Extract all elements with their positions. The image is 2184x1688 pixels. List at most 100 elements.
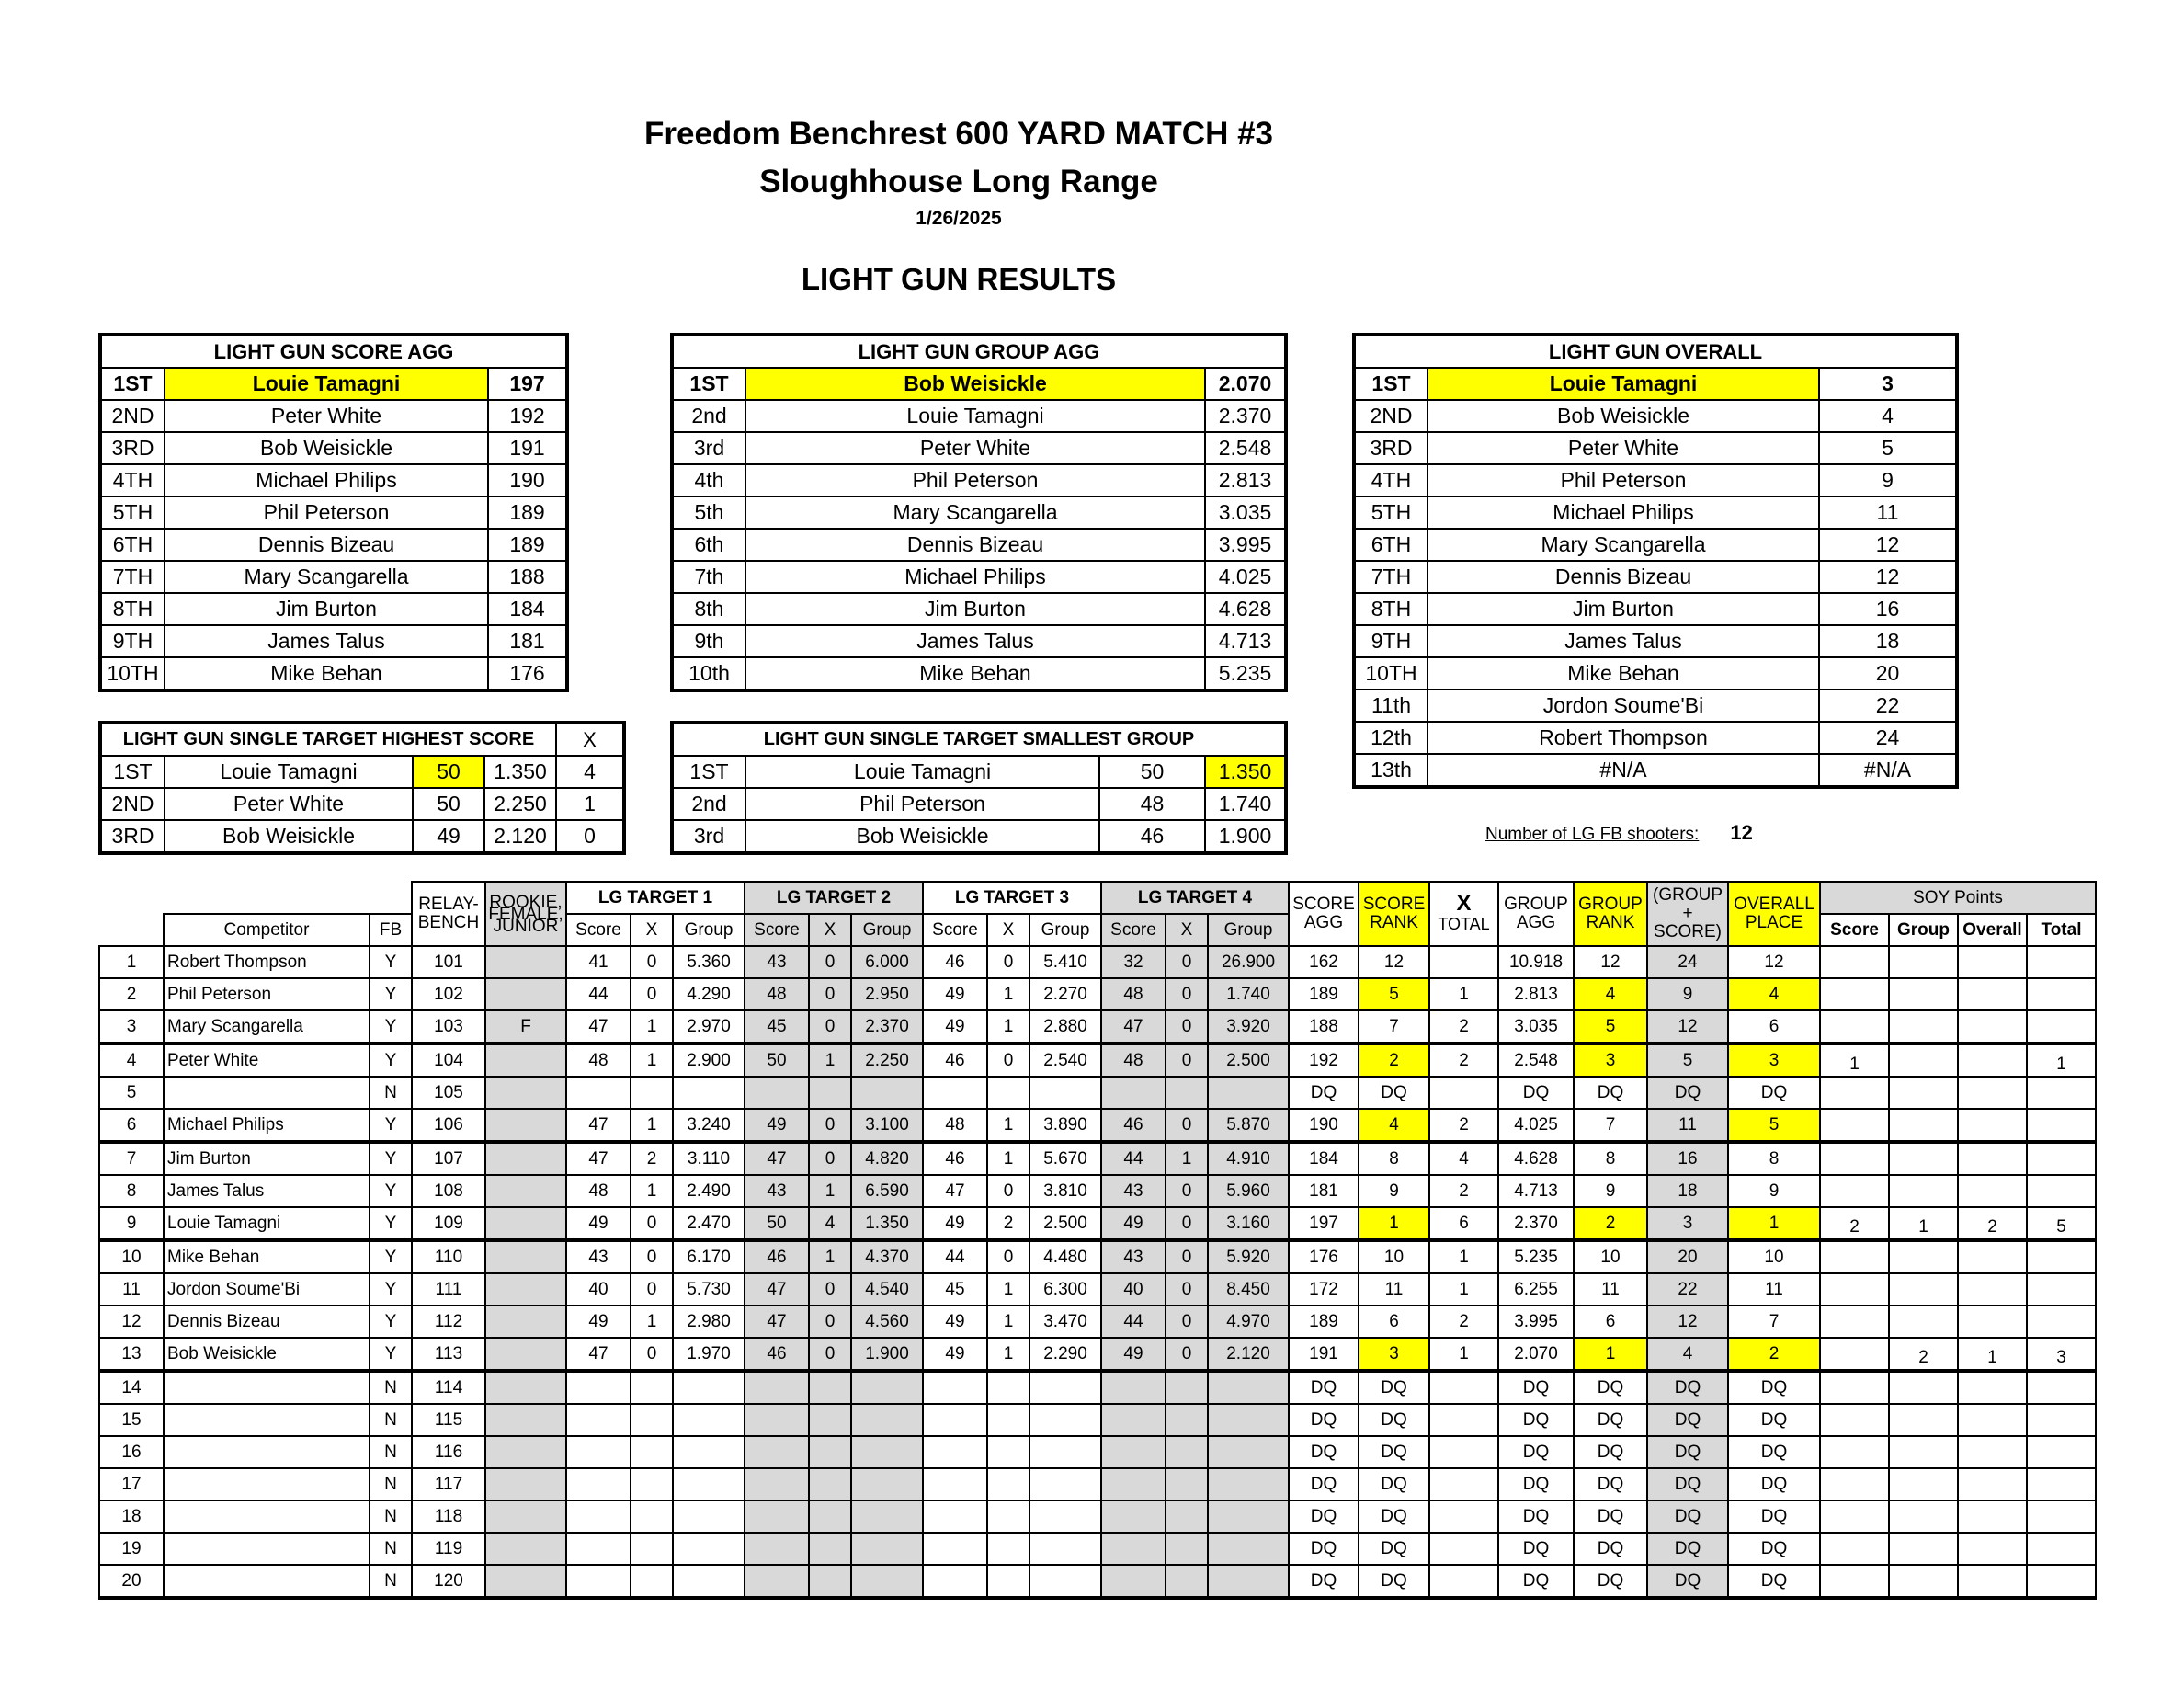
results-cell <box>1819 945 1890 979</box>
results-cell: 1 <box>986 1141 1030 1176</box>
table-row: 19 N 119 DQ DQ DQ DQ DQ DQ <box>98 1532 2097 1566</box>
results-cell: 43 <box>565 1239 631 1274</box>
results-cell: 4 <box>1358 1108 1430 1144</box>
score-agg-cell: 181 <box>487 624 568 658</box>
results-cell: 44 <box>1100 1141 1166 1176</box>
results-cell: Bob Weisickle <box>163 1337 370 1373</box>
overall-cell: Dennis Bizeau <box>1427 560 1820 594</box>
results-cell <box>630 1467 674 1501</box>
results-cell: 2 <box>1727 1337 1821 1373</box>
results-cell: 48 <box>565 1174 631 1208</box>
overall-row: 8TH Jim Burton 16 <box>1353 592 1958 626</box>
results-cell <box>1029 1435 1102 1469</box>
results-cell: 48 <box>565 1043 631 1078</box>
results-cell: 116 <box>411 1435 486 1469</box>
results-cell: DQ <box>1573 1467 1648 1501</box>
results-cell: 2 <box>1358 1043 1430 1078</box>
single-high-row: 2ND Peter White 50 2.250 1 <box>99 787 625 821</box>
score-agg-cell: Bob Weisickle <box>164 431 489 465</box>
results-cell: 2.070 <box>1497 1337 1575 1373</box>
results-cell: 2 <box>986 1206 1030 1242</box>
results-cell: 1.350 <box>850 1206 924 1242</box>
results-cell: 0 <box>1165 1239 1209 1274</box>
group-agg-row: 6th Dennis Bizeau 3.995 <box>671 528 1287 562</box>
results-cell: DQ <box>1497 1500 1575 1534</box>
overall-cell: Michael Philips <box>1427 496 1820 530</box>
single-small-cell: 2nd <box>671 787 746 821</box>
results-cell: N <box>369 1500 413 1534</box>
results-cell: DQ <box>1497 1403 1575 1437</box>
single-small-cell: Phil Peterson <box>745 787 1100 821</box>
table-row: 2 Phil Peterson Y 102 44 0 4.290 48 0 2.950 49 1 2.2… <box>98 977 2097 1011</box>
results-cell: 26.900 <box>1207 945 1290 979</box>
results-cell: 0 <box>1165 1337 1209 1373</box>
results-cell: 113 <box>411 1337 486 1373</box>
results-cell: DQ <box>1646 1532 1729 1566</box>
overall-cell: 20 <box>1818 656 1958 690</box>
results-cell: DQ <box>1646 1435 1729 1469</box>
single-high-title: LIGHT GUN SINGLE TARGET HIGHEST SCORE <box>99 722 557 757</box>
overall-row: 7TH Dennis Bizeau 12 <box>1353 560 1958 594</box>
table-row: 9 Louie Tamagni Y 109 49 0 2.470 50 4 1.350 49 2 2.5… <box>98 1206 2097 1242</box>
results-cell <box>630 1532 674 1566</box>
results-cell <box>744 1467 810 1501</box>
results-cell <box>2026 1370 2097 1405</box>
results-cell <box>1100 1500 1166 1534</box>
group-agg-cell: 2.070 <box>1204 367 1287 401</box>
results-cell <box>565 1532 631 1566</box>
results-cell <box>986 1435 1030 1469</box>
table-row: 1 Robert Thompson Y 101 41 0 5.360 43 0 6.000 46 0 5… <box>98 945 2097 979</box>
single-high-row: 3RD Bob Weisickle 49 2.120 0 <box>99 819 625 854</box>
results-cell <box>163 1076 370 1110</box>
results-cell <box>1957 1532 2028 1566</box>
results-cell <box>1957 1370 2028 1405</box>
target-2-header: LG TARGET 2 <box>744 881 924 915</box>
results-cell <box>484 1305 567 1339</box>
results-cell: 7 <box>1727 1305 1821 1339</box>
score-agg-cell: 192 <box>487 399 568 433</box>
group-agg-row: 3rd Peter White 2.548 <box>671 431 1287 465</box>
results-cell: 4.480 <box>1029 1239 1102 1274</box>
single-high-cell: 0 <box>555 819 625 854</box>
results-cell: 47 <box>744 1305 810 1339</box>
results-cell: 1 <box>630 1174 674 1208</box>
results-cell <box>484 977 567 1011</box>
single-small-table: LIGHT GUN SINGLE TARGET SMALLEST GROUP 1… <box>670 721 1288 855</box>
results-cell: 4.970 <box>1207 1305 1290 1339</box>
results-cell: 105 <box>411 1076 486 1110</box>
results-cell: 5 <box>1573 1009 1648 1045</box>
results-cell: 6.590 <box>850 1174 924 1208</box>
results-cell <box>672 1403 745 1437</box>
table-row: 8 James Talus Y 108 48 1 2.490 43 1 6.590 47 0 3.810… <box>98 1174 2097 1208</box>
results-cell: 0 <box>630 945 674 979</box>
results-cell <box>2026 1141 2097 1176</box>
results-cell <box>744 1370 810 1405</box>
single-high-cell: 1ST <box>99 755 165 789</box>
group-agg-cell: Bob Weisickle <box>745 367 1206 401</box>
results-cell <box>1888 1500 1959 1534</box>
results-cell <box>1819 1337 1890 1373</box>
results-cell: 3 <box>1727 1043 1821 1078</box>
results-cell <box>484 945 567 979</box>
results-cell: 0 <box>1165 945 1209 979</box>
group-agg-cell: 5th <box>671 496 746 530</box>
results-cell: 4 <box>808 1206 852 1242</box>
overall-cell: 18 <box>1818 624 1958 658</box>
table-row: 17 N 117 DQ DQ DQ DQ DQ DQ <box>98 1467 2097 1501</box>
results-cell: DQ <box>1358 1500 1430 1534</box>
overall-cell: 3RD <box>1353 431 1428 465</box>
group-agg-cell: 4th <box>671 463 746 497</box>
results-cell: DQ <box>1573 1370 1648 1405</box>
score-agg-cell: 10TH <box>99 656 165 691</box>
group-agg-cell: 3rd <box>671 431 746 465</box>
group-agg-row: 1ST Bob Weisickle 2.070 <box>671 367 1287 401</box>
results-cell: DQ <box>1288 1370 1359 1405</box>
overall-cell: 12th <box>1353 721 1428 755</box>
results-cell <box>1888 1076 1959 1110</box>
group-agg-header: GROUP AGG <box>1497 881 1575 947</box>
results-cell: 47 <box>922 1174 988 1208</box>
overall-row: 13th #N/A #N/A <box>1353 753 1958 788</box>
results-cell: DQ <box>1727 1076 1821 1110</box>
results-cell <box>1029 1076 1102 1110</box>
score-agg-cell: Jim Burton <box>164 592 489 626</box>
